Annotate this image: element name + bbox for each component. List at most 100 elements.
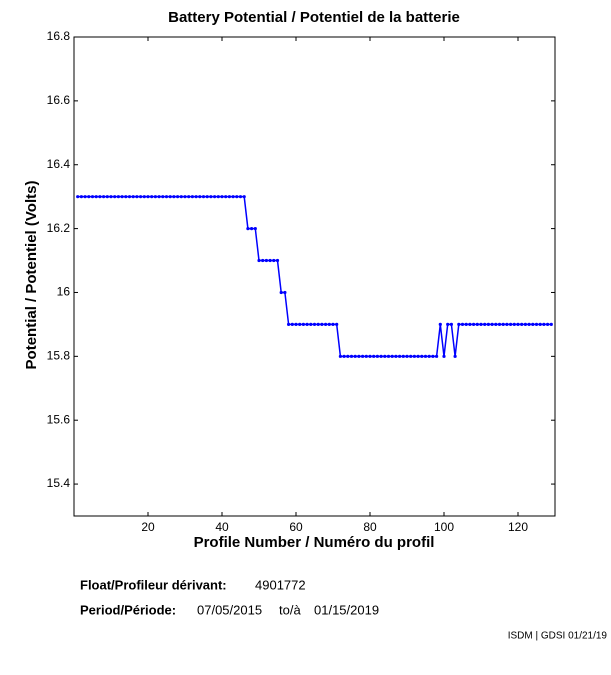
data-point	[257, 258, 261, 263]
data-point	[301, 322, 305, 326]
data-point	[283, 290, 287, 295]
data-point	[405, 354, 409, 358]
data-point	[412, 354, 416, 358]
x-axis-label: Profile Number / Numéro du profil	[194, 534, 435, 551]
data-point	[375, 354, 379, 358]
x-tick-label: 40	[215, 520, 229, 534]
float-id: 4901772	[255, 577, 306, 592]
data-point	[494, 322, 498, 326]
data-point	[164, 195, 169, 199]
data-point	[298, 322, 302, 326]
data-point	[457, 322, 461, 326]
data-point	[453, 354, 457, 358]
chart-title: Battery Potential / Potentiel de la batt…	[168, 9, 460, 26]
data-point	[231, 195, 235, 199]
data-point	[401, 354, 405, 358]
data-point	[523, 322, 528, 326]
data-point	[305, 322, 309, 326]
data-point	[246, 227, 250, 231]
data-point	[464, 322, 468, 326]
data-point	[157, 195, 161, 199]
data-point	[338, 354, 342, 358]
data-point	[176, 195, 180, 199]
y-tick-label: 16.6	[47, 93, 71, 107]
x-tick-label: 20	[141, 520, 155, 534]
data-point	[416, 354, 420, 358]
data-point	[205, 195, 209, 199]
data-point	[379, 354, 383, 358]
data-point	[161, 195, 165, 199]
data-point	[146, 195, 150, 199]
data-point	[98, 195, 102, 199]
data-point	[446, 322, 450, 326]
data-point	[242, 195, 246, 199]
data-point	[150, 195, 154, 199]
data-point	[372, 354, 376, 358]
data-point	[468, 322, 472, 326]
data-point	[479, 322, 483, 326]
data-point	[201, 195, 206, 199]
x-tick-label: 120	[508, 520, 528, 534]
data-point	[349, 354, 354, 358]
data-point	[79, 195, 83, 199]
data-point	[153, 195, 157, 199]
data-point	[546, 322, 550, 326]
data-point	[423, 354, 428, 358]
data-point	[438, 322, 442, 326]
data-point	[364, 354, 368, 358]
data-point	[542, 322, 546, 326]
data-point	[534, 322, 539, 326]
data-point	[520, 322, 524, 326]
data-point	[527, 322, 531, 326]
data-point	[261, 258, 265, 263]
data-point	[105, 195, 109, 199]
period-end: 01/15/2019	[314, 602, 379, 617]
data-point	[475, 322, 479, 326]
data-point	[420, 354, 424, 358]
data-point	[127, 195, 132, 199]
data-point	[460, 322, 465, 326]
float-label: Float/Profileur dérivant:	[80, 577, 227, 592]
data-point	[353, 354, 357, 358]
data-point	[209, 195, 213, 199]
data-point	[83, 195, 87, 199]
data-point	[331, 322, 335, 326]
data-point	[509, 322, 513, 326]
data-point	[442, 354, 446, 358]
y-tick-label: 15.4	[47, 476, 71, 490]
data-point	[431, 354, 435, 358]
data-point	[279, 290, 283, 295]
data-point	[324, 322, 328, 326]
data-point	[187, 195, 191, 199]
y-tick-label: 16	[57, 285, 71, 299]
data-point	[368, 354, 372, 358]
data-point	[335, 322, 339, 326]
data-point	[320, 322, 324, 326]
data-point	[483, 322, 487, 326]
data-point	[183, 195, 187, 199]
x-tick-label: 80	[363, 520, 377, 534]
data-point	[87, 195, 91, 199]
data-point	[346, 354, 350, 358]
data-point	[342, 354, 346, 358]
data-point	[194, 195, 198, 199]
data-point	[472, 322, 476, 326]
data-point	[250, 227, 254, 231]
data-point	[264, 258, 268, 263]
data-point	[497, 322, 502, 326]
data-point	[135, 195, 139, 199]
y-tick-label: 15.8	[47, 349, 71, 363]
data-point	[312, 322, 317, 326]
data-point	[220, 195, 224, 199]
data-point	[501, 322, 505, 326]
data-point	[390, 354, 394, 358]
data-point	[227, 195, 231, 199]
data-point	[272, 258, 276, 263]
data-point	[357, 354, 361, 358]
data-point	[168, 195, 172, 199]
data-point	[116, 195, 120, 199]
data-point	[172, 195, 176, 199]
data-point	[427, 354, 431, 358]
data-point	[287, 322, 291, 326]
data-point	[216, 195, 220, 199]
